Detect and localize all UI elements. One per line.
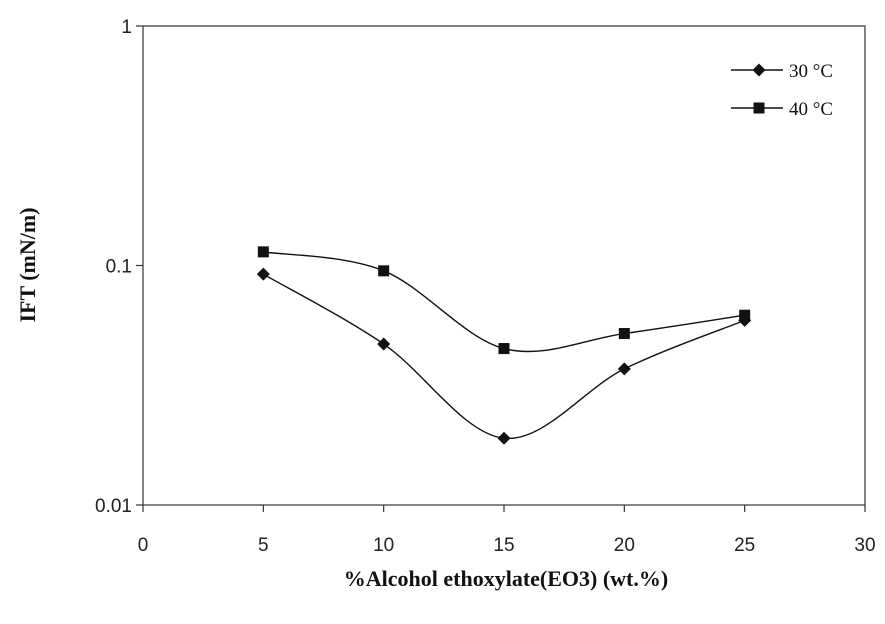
x-tick-label: 30 [854, 535, 875, 556]
legend-label: 40 °C [789, 99, 833, 120]
x-tick-label: 20 [614, 535, 635, 556]
square-point [498, 343, 510, 355]
x-axis: 0 5 10 15 20 25 30 [138, 505, 876, 556]
series-square [257, 246, 751, 355]
x-tick-label: 5 [258, 535, 269, 556]
y-tick-label: 0.01 [95, 496, 132, 517]
y-tick-label: 0.1 [106, 257, 132, 278]
x-tick-label: 10 [373, 535, 394, 556]
y-axis-title: IFT (mN/m) [15, 207, 40, 322]
series-layer [256, 246, 752, 445]
diamond-point [377, 337, 391, 351]
diamond-point [256, 267, 270, 281]
legend-diamond-marker [752, 63, 766, 77]
legend: 30 °C 40 °C [731, 61, 833, 120]
diamond-point [617, 362, 631, 376]
x-tick-label: 0 [138, 535, 149, 556]
square-point [618, 328, 630, 340]
legend-label: 30 °C [789, 61, 833, 82]
y-tick-label: 1 [121, 17, 132, 38]
legend-square-marker [753, 102, 765, 114]
square-point [739, 309, 751, 321]
y-axis: 0.01 0.1 1 [95, 17, 143, 517]
x-tick-label: 15 [493, 535, 514, 556]
diamond-point [497, 431, 511, 445]
square-point [257, 246, 269, 258]
square-point [378, 265, 390, 277]
x-tick-label: 25 [734, 535, 755, 556]
plot-area [142, 25, 866, 506]
x-axis-title: %Alcohol ethoxylate(EO3) (wt.%) [344, 566, 668, 591]
